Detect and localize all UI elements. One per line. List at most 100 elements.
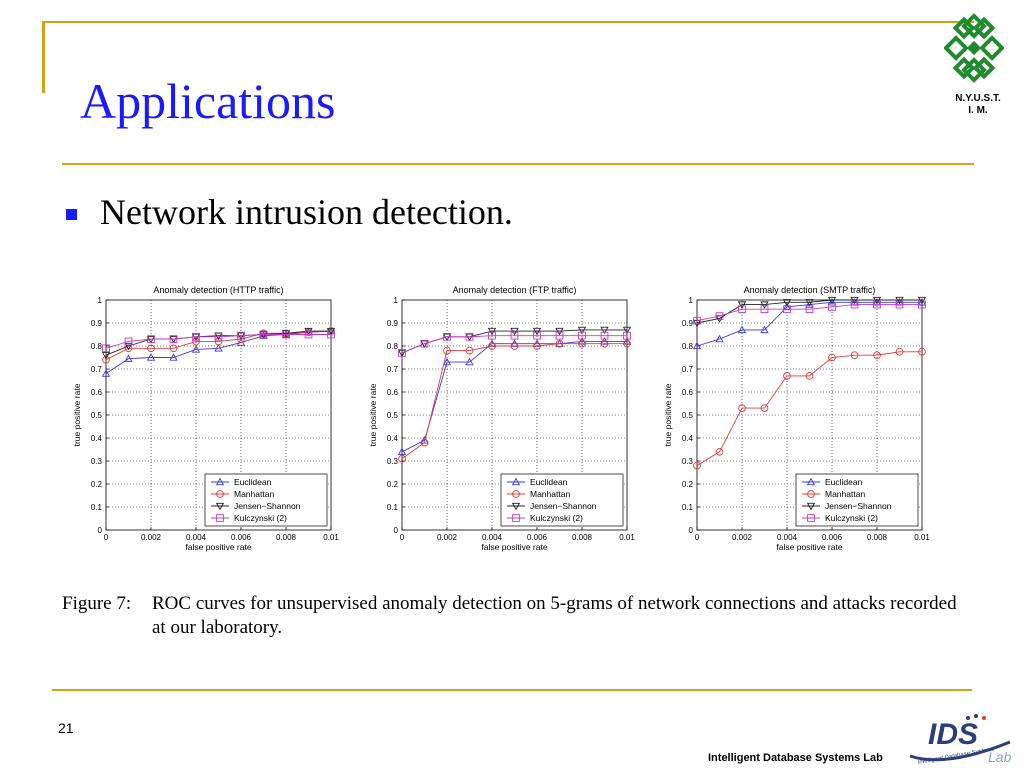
data-point — [397, 349, 407, 358]
series-line — [696, 301, 922, 347]
series-line — [105, 330, 332, 374]
lab-name: Intelligent Database Systems Lab — [708, 752, 883, 764]
y-tick-label: 0.5 — [91, 411, 103, 420]
legend-label: Euclidean — [234, 477, 272, 487]
data-point — [873, 300, 881, 309]
data-point — [259, 330, 268, 339]
data-point — [872, 296, 882, 305]
data-point — [124, 337, 133, 346]
chart-title: Anomaly detection (SMTP traffic) — [744, 285, 876, 295]
x-tick-label: 0.006 — [822, 533, 843, 542]
x-tick-label: 0 — [695, 533, 700, 542]
data-point — [760, 305, 769, 314]
series-line — [401, 343, 627, 460]
x-tick-label: 0.002 — [437, 533, 458, 542]
data-point — [873, 351, 881, 360]
data-point — [760, 301, 769, 309]
y-axis-label: true positive rate — [368, 383, 378, 446]
legend-box — [795, 473, 919, 527]
data-point — [169, 335, 178, 343]
data-point — [783, 372, 791, 380]
data-point — [805, 372, 814, 380]
data-point — [895, 300, 904, 309]
data-point — [465, 346, 474, 355]
title-divider — [62, 163, 974, 165]
x-tick-label: 0.01 — [619, 533, 635, 542]
legend-marker — [511, 477, 521, 486]
data-point — [281, 330, 291, 338]
data-point — [555, 331, 564, 340]
y-tick-label: 0.6 — [387, 388, 399, 397]
top-rule — [42, 21, 974, 23]
legend-marker — [215, 477, 225, 486]
caption-text: ROC curves for unsupervised anomaly dete… — [152, 593, 957, 638]
x-tick-label: 0.008 — [867, 533, 888, 542]
roc-chart-3: Anomaly detection (SMTP traffic) 0 0.002 0.… — [663, 285, 930, 552]
data-point — [214, 332, 223, 340]
y-tick-label: 0.8 — [387, 342, 399, 351]
data-point — [917, 296, 927, 305]
data-point — [895, 347, 904, 356]
data-point — [600, 326, 609, 335]
y-tick-label: 0.9 — [387, 319, 399, 328]
roc-chart-2: Anomaly detection (FTP traffic) 0 0.002 0.0… — [368, 285, 635, 552]
data-point — [827, 297, 837, 306]
y-tick-label: 0 — [689, 526, 694, 535]
data-point — [214, 337, 223, 346]
data-point — [623, 339, 631, 348]
logo-dot — [974, 714, 978, 718]
data-point — [398, 349, 406, 357]
series-euclidean — [397, 337, 632, 455]
series-line — [401, 335, 627, 354]
x-tick-label: 0.004 — [186, 533, 207, 542]
data-point — [420, 438, 429, 447]
y-tick-label: 0.6 — [682, 388, 694, 397]
data-point — [443, 346, 451, 355]
y-tick-label: 1 — [394, 296, 399, 305]
legend-marker — [512, 490, 520, 498]
data-point — [443, 332, 451, 341]
legend-box — [500, 473, 624, 527]
data-point — [805, 305, 814, 314]
lab-logo-sub: Lab — [988, 749, 1012, 765]
x-tick-label: 0.004 — [482, 533, 503, 542]
data-point — [715, 334, 724, 343]
y-tick-label: 0.9 — [682, 319, 694, 328]
series-kulczynski — [102, 330, 335, 353]
series-line — [401, 340, 627, 453]
data-point — [214, 343, 223, 352]
legend-label: Jensen−Shannon — [825, 501, 892, 511]
left-accent-bar — [42, 21, 45, 93]
y-axis-label: true positive rate — [72, 383, 82, 446]
legend-label: Jensen−Shannon — [530, 501, 597, 511]
legend-label: Kulczynski (2) — [530, 513, 583, 523]
series-kulczynski — [693, 300, 926, 325]
bullet-text: Network intrusion detection. — [100, 192, 513, 232]
data-point — [760, 404, 769, 412]
y-tick-label: 0.1 — [387, 503, 399, 512]
data-point — [488, 331, 496, 340]
logo-dot — [966, 716, 970, 720]
data-point — [465, 332, 474, 341]
data-point — [737, 301, 747, 309]
caption-label: Figure 7: — [62, 593, 132, 614]
data-point — [327, 330, 335, 339]
data-point — [760, 325, 769, 334]
legend: Euclidean Manhattan Jensen−Shannon Kulczyns… — [795, 473, 919, 527]
legend-marker — [512, 514, 520, 522]
x-tick-label: 0.008 — [572, 533, 593, 542]
y-tick-label: 0.8 — [91, 342, 103, 351]
data-point — [533, 342, 541, 350]
y-tick-label: 0.7 — [682, 365, 694, 374]
data-point — [738, 404, 746, 412]
data-point — [102, 344, 110, 353]
y-tick-label: 0.8 — [682, 342, 694, 351]
data-point — [805, 300, 814, 308]
y-tick-label: 1 — [689, 296, 694, 305]
legend-label: Kulczynski (2) — [234, 513, 287, 523]
legend-label: Manhattan — [530, 489, 570, 499]
data-point — [488, 342, 496, 350]
legend-label: Euclidean — [825, 477, 863, 487]
y-tick-label: 0.5 — [682, 411, 694, 420]
legend: Euclidean Manhattan Jensen−Shannon Kulczyns… — [204, 473, 328, 527]
